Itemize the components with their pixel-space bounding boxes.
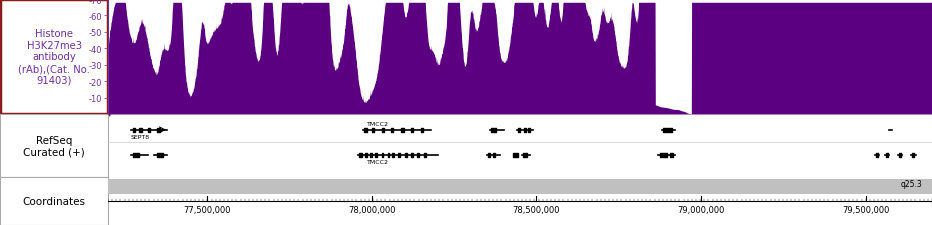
- Text: 78,500,000: 78,500,000: [513, 205, 560, 214]
- Text: SEPT8: SEPT8: [131, 134, 150, 139]
- Text: 79,500,000: 79,500,000: [843, 205, 890, 214]
- Text: TMCC2: TMCC2: [366, 122, 389, 127]
- Text: 77,500,000: 77,500,000: [183, 205, 230, 214]
- Text: RefSeq
Curated (+): RefSeq Curated (+): [23, 135, 85, 157]
- Text: Coordinates: Coordinates: [22, 196, 86, 206]
- Text: q25.3: q25.3: [900, 180, 922, 189]
- Text: 78,000,000: 78,000,000: [348, 205, 395, 214]
- Text: TMCC2: TMCC2: [366, 159, 389, 164]
- Text: Histone
H3K27me3
antibody
(rAb),(Cat. No.
91403): Histone H3K27me3 antibody (rAb),(Cat. No…: [18, 29, 89, 85]
- Text: 79,000,000: 79,000,000: [678, 205, 725, 214]
